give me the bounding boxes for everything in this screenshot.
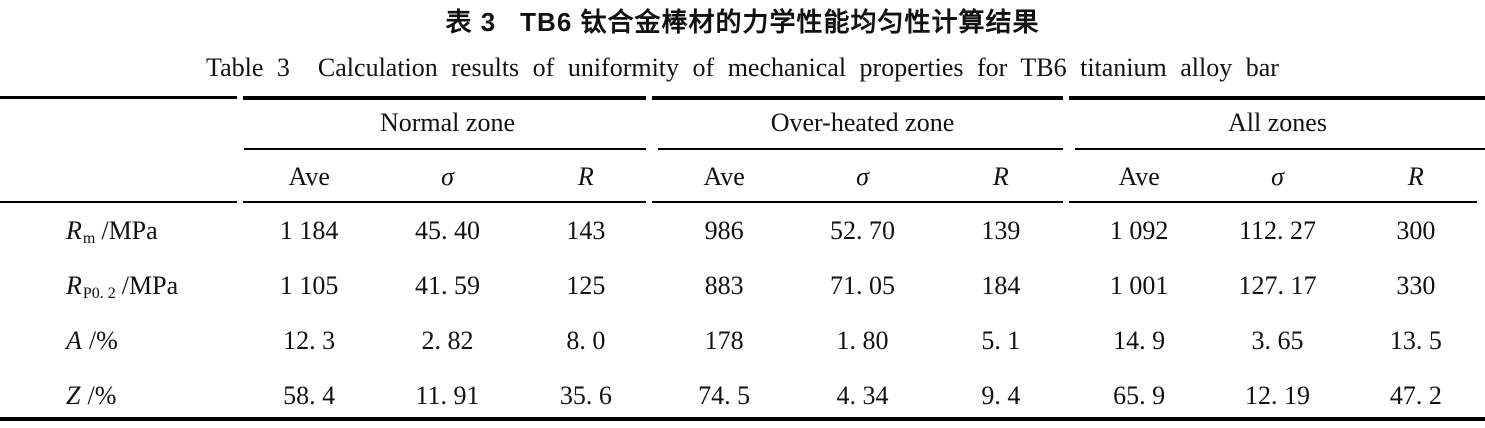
rule-mid-segment [243, 201, 646, 203]
row-label-reduction: Z/% [0, 368, 240, 423]
table-cell: 58. 4 [283, 380, 336, 410]
table-cell: 1 184 [279, 215, 339, 245]
rule-mid-segment [652, 201, 1063, 203]
table-cell: 47. 2 [1389, 380, 1442, 410]
table-cell: 112. 27 [1238, 215, 1317, 245]
rule-top-segment [1069, 96, 1485, 100]
rule-mid-segment [0, 201, 237, 203]
table-title-chinese-text: TB6 钛合金棒材的力学性能均匀性计算结果 [520, 7, 1040, 37]
row-unit: /MPa [121, 270, 179, 300]
stat-header-sigma: σ [441, 161, 454, 191]
table-cell: 45. 40 [414, 215, 480, 245]
stat-header-empty [0, 150, 240, 203]
corner-cell-empty [0, 96, 240, 150]
table-cell: 1. 80 [836, 325, 889, 355]
stat-header-sigma: σ [1271, 161, 1284, 191]
row-unit: /MPa [101, 215, 158, 245]
table-cell: 14. 9 [1113, 325, 1166, 355]
row-symbol: R [66, 215, 82, 245]
table-cell: 71. 05 [829, 270, 895, 300]
table-cell: 35. 6 [559, 380, 612, 410]
table-cell: 2. 82 [421, 325, 474, 355]
zone-header-all: All zones [1228, 108, 1327, 137]
rule-top-segment [243, 96, 646, 100]
zone-header-overheated: Over-heated zone [770, 108, 955, 137]
table-cell: 178 [704, 325, 744, 355]
table-cell: 184 [981, 270, 1021, 300]
table-cell: 5. 1 [981, 325, 1021, 355]
stat-header-range: R [577, 161, 594, 191]
rule-top-segment [652, 96, 1063, 100]
row-subscript: P0. 2 [82, 284, 116, 302]
table-title-english-number: Table 3 [206, 53, 290, 82]
rule-spanner-all-zones [1075, 148, 1485, 150]
table-cell: 11. 91 [415, 380, 480, 410]
table-cell: 52. 70 [829, 215, 895, 245]
table-cell: 12. 3 [283, 325, 336, 355]
stat-header-ave: Ave [1118, 161, 1160, 191]
row-unit: /% [87, 380, 117, 410]
table-cell: 74. 5 [698, 380, 751, 410]
table-cell: 8. 0 [566, 325, 606, 355]
row-subscript: m [82, 229, 96, 247]
table-cell: 13. 5 [1389, 325, 1442, 355]
rule-spanner-overheated-zone [658, 148, 1063, 150]
row-symbol: Z [66, 380, 81, 410]
table-title-english-text: Calculation results of uniformity of mec… [317, 53, 1279, 82]
row-symbol: R [66, 270, 82, 300]
table-cell: 127. 17 [1238, 270, 1317, 300]
stat-header-range: R [992, 161, 1009, 191]
rule-top-segment [0, 96, 237, 99]
stat-header-ave: Ave [703, 161, 745, 191]
table-cell: 3. 65 [1251, 325, 1304, 355]
table-cell: 1 092 [1109, 215, 1169, 245]
row-unit: /% [88, 325, 118, 355]
table-cell: 883 [704, 270, 744, 300]
table-cell: 9. 4 [981, 380, 1021, 410]
row-symbol: A [66, 325, 82, 355]
row-label-rp02: R P0. 2/MPa [0, 258, 240, 313]
stat-header-sigma: σ [856, 161, 869, 191]
table-cell: 1 105 [279, 270, 339, 300]
table-title-chinese-number: 表 3 [445, 7, 497, 37]
table-title-chinese: 表 3 TB6 钛合金棒材的力学性能均匀性计算结果 [0, 0, 1485, 39]
rule-mid-segment [1069, 201, 1477, 203]
stat-header-range: R [1407, 161, 1424, 191]
table-cell: 12. 19 [1244, 380, 1310, 410]
table-cell: 65. 9 [1113, 380, 1166, 410]
rule-spanner-normal-zone [244, 148, 646, 150]
table-cell: 300 [1396, 215, 1436, 245]
table-cell: 125 [566, 270, 606, 300]
table-cell: 41. 59 [414, 270, 480, 300]
zone-header-normal: Normal zone [379, 108, 515, 137]
table-title-english: Table 3 Calculation results of uniformity… [0, 52, 1485, 84]
stat-header-ave: Ave [288, 161, 330, 191]
table-cell: 1 001 [1109, 270, 1169, 300]
row-label-elongation: A/% [0, 313, 240, 368]
table-cell: 139 [981, 215, 1021, 245]
table-cell: 4. 34 [836, 380, 889, 410]
table-cell: 986 [704, 215, 744, 245]
table-cell: 143 [566, 215, 606, 245]
data-table: Normal zone Over-heated zone All zones A… [0, 96, 1485, 423]
rule-bottom [0, 417, 1485, 421]
table-cell: 330 [1396, 270, 1436, 300]
